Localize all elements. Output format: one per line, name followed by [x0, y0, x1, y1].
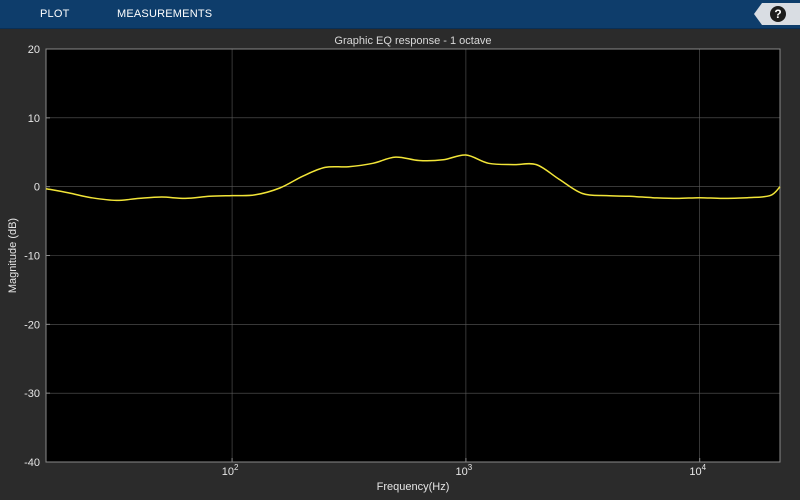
help-icon[interactable]: ? — [770, 6, 786, 22]
tab-plot[interactable]: PLOT — [40, 8, 70, 20]
chart: Graphic EQ response - 1 octave -40 -30 -20… — [7, 35, 781, 493]
plot-frame — [45, 48, 781, 463]
y-tick-label: -10 — [24, 251, 40, 263]
help-area: ? — [748, 0, 800, 28]
y-tick-label: -20 — [24, 319, 40, 331]
x-axis-label: Frequency(Hz) — [377, 481, 450, 493]
tab-measurements[interactable]: MEASUREMENTS — [117, 8, 213, 20]
y-tick-labels: -40 -30 -20 -10 0 10 20 — [24, 44, 40, 469]
y-tick-label: 10 — [28, 113, 40, 125]
toolstrip: PLOT MEASUREMENTS ? — [0, 0, 800, 29]
y-tick-label: -30 — [24, 388, 40, 400]
y-tick-label: 0 — [34, 182, 40, 194]
y-tick-label: -40 — [24, 457, 40, 469]
y-axis-label: Magnitude (dB) — [7, 218, 19, 293]
y-tick-label: 20 — [28, 44, 40, 56]
chart-title: Graphic EQ response - 1 octave — [334, 35, 491, 47]
x-tick-label: 102 — [222, 463, 239, 478]
x-tick-label: 104 — [689, 463, 706, 478]
x-tick-labels: 102 103 104 — [222, 463, 707, 478]
x-tick-label: 103 — [456, 463, 473, 478]
response-line — [45, 154, 781, 202]
